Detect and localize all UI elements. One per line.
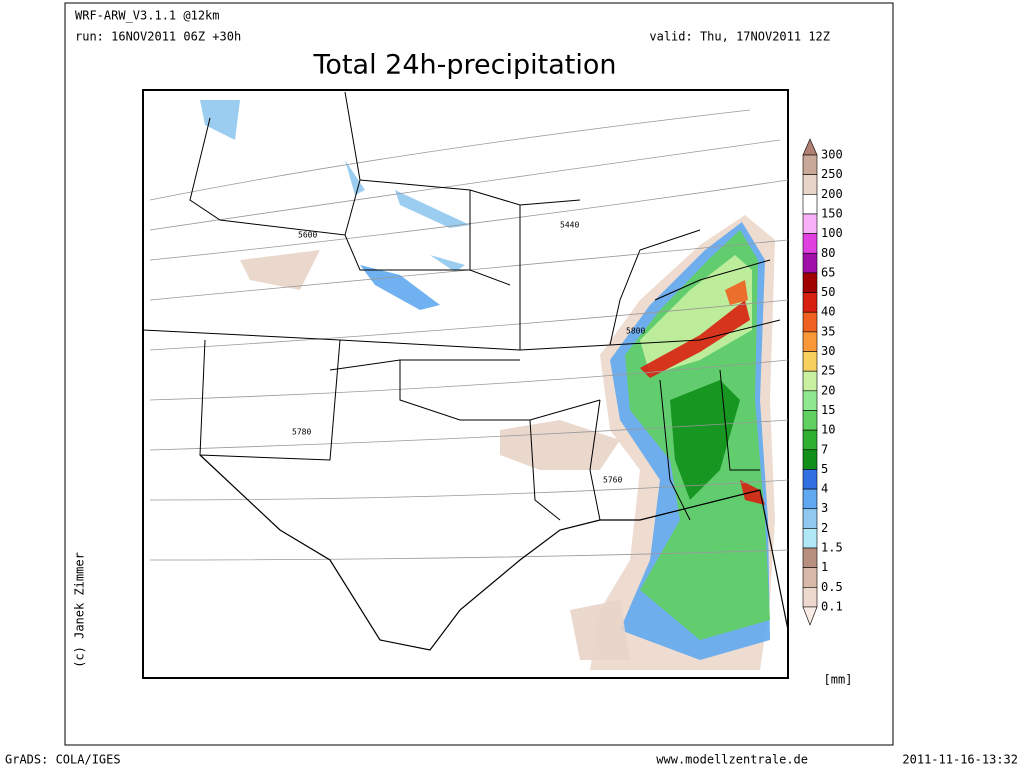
colorbar-swatch bbox=[802, 508, 818, 529]
contour-label: 5800 bbox=[626, 327, 645, 336]
colorbar-label: 1.5 bbox=[821, 541, 843, 555]
colorbar-swatch bbox=[802, 351, 818, 372]
author-credit: (c) Janek Zimmer bbox=[73, 552, 87, 668]
colorbar-label: 65 bbox=[821, 265, 835, 279]
colorbar-label: 7 bbox=[821, 442, 828, 456]
borders bbox=[143, 91, 788, 651]
colorbar-swatch bbox=[802, 449, 818, 470]
colorbar: 300 250 200 150 100 80 65 50 40 35 30 25 20 15 10 7 5 4 3 2… bbox=[802, 138, 843, 626]
run-info: run: 16NOV2011 06Z +30h bbox=[75, 30, 241, 44]
map: 5600 5440 5800 5780 5760 bbox=[142, 89, 789, 679]
colorbar-label: 0.5 bbox=[821, 580, 843, 594]
timestamp: 2011-11-16-13:32 bbox=[902, 753, 1018, 767]
colorbar-swatch bbox=[802, 587, 818, 608]
colorbar-swatch bbox=[802, 174, 818, 195]
colorbar-label: 150 bbox=[821, 206, 843, 220]
colorbar-swatch bbox=[802, 429, 818, 451]
colorbar-cap bbox=[802, 138, 818, 156]
colorbar-label: 5 bbox=[821, 462, 828, 476]
contour-label: 5440 bbox=[560, 221, 579, 230]
colorbar-swatch bbox=[802, 292, 818, 313]
colorbar-swatch bbox=[802, 567, 818, 588]
colorbar-swatch bbox=[802, 252, 818, 274]
colorbar-label: 200 bbox=[821, 187, 843, 201]
colorbar-label: 25 bbox=[821, 364, 835, 378]
colorbar-swatch bbox=[802, 233, 818, 254]
colorbar-label: 1 bbox=[821, 560, 828, 574]
colorbar-label: 4 bbox=[821, 482, 828, 496]
contour-label: 5780 bbox=[292, 428, 311, 437]
colorbar-swatch bbox=[802, 469, 818, 490]
colorbar-label: 100 bbox=[821, 226, 843, 240]
colorbar-swatch bbox=[802, 606, 818, 626]
software-credit: GrADS: COLA/IGES bbox=[5, 753, 121, 767]
colorbar-swatch bbox=[802, 272, 818, 293]
frame bbox=[64, 2, 894, 746]
contour-label: 5760 bbox=[603, 476, 622, 485]
colorbar-label: 300 bbox=[821, 148, 843, 162]
colorbar-swatch bbox=[802, 390, 818, 411]
colorbar-label: 10 bbox=[821, 423, 835, 437]
colorbar-label: 0.1 bbox=[821, 600, 843, 614]
colorbar-label: 30 bbox=[821, 344, 835, 358]
colorbar-label: 50 bbox=[821, 285, 835, 299]
colorbar-label: 2 bbox=[821, 521, 828, 535]
colorbar-label: 3 bbox=[821, 501, 828, 515]
colorbar-swatch bbox=[802, 331, 818, 352]
colorbar-swatch bbox=[802, 547, 818, 568]
precipitation bbox=[200, 100, 775, 670]
colorbar-label: 80 bbox=[821, 246, 835, 260]
colorbar-swatch bbox=[802, 213, 818, 234]
colorbar-label: 20 bbox=[821, 383, 835, 397]
valid-info: valid: Thu, 17NOV2011 12Z bbox=[649, 30, 830, 44]
colorbar-label: 15 bbox=[821, 403, 835, 417]
colorbar-swatch bbox=[802, 194, 818, 215]
colorbar-swatch bbox=[802, 370, 818, 392]
colorbar-label: 35 bbox=[821, 324, 835, 338]
contour-label: 5600 bbox=[298, 231, 317, 240]
colorbar-swatch bbox=[802, 311, 818, 333]
model-info: WRF-ARW_V3.1.1 @12km bbox=[75, 9, 220, 23]
colorbar-swatch bbox=[802, 528, 818, 549]
colorbar-label: 40 bbox=[821, 305, 835, 319]
colorbar-swatch bbox=[802, 410, 818, 431]
website: www.modellzentrale.de bbox=[656, 753, 808, 767]
colorbar-label: 250 bbox=[821, 167, 843, 181]
colorbar-swatch bbox=[802, 154, 818, 175]
colorbar-swatch bbox=[802, 488, 818, 510]
map-title: Total 24h-precipitation bbox=[313, 50, 617, 81]
unit-label: [mm] bbox=[824, 673, 853, 687]
